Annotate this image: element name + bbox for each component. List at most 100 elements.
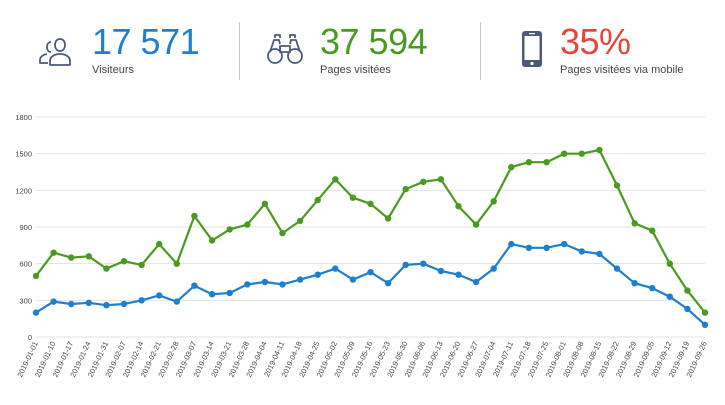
data-point: [261, 200, 269, 207]
data-point: [578, 248, 585, 255]
data-point: [138, 261, 145, 269]
data-point: [613, 182, 621, 189]
chart-series: [32, 146, 709, 328]
data-point: [472, 278, 480, 286]
kpi-page-views-value: 37 594: [320, 21, 428, 62]
data-point: [384, 215, 392, 222]
data-point: [420, 178, 427, 185]
data-point: [296, 217, 304, 225]
data-point: [701, 309, 709, 316]
data-point: [525, 159, 533, 166]
data-point: [103, 265, 110, 272]
data-point: [244, 221, 251, 228]
data-point: [332, 265, 339, 272]
data-point: [296, 276, 304, 283]
kpi-row: 17 571 Visiteurs 37 594 Pages visitées: [0, 0, 725, 95]
data-point: [437, 176, 445, 183]
data-point: [613, 265, 621, 272]
data-point: [279, 281, 286, 288]
data-point: [596, 146, 603, 154]
data-point: [103, 302, 110, 309]
y-tick-label: 300: [19, 296, 32, 305]
data-point: [649, 227, 656, 234]
data-point: [490, 265, 497, 272]
data-point: [684, 305, 691, 313]
data-point: [191, 282, 198, 289]
data-point: [261, 278, 269, 286]
data-point: [32, 272, 40, 280]
data-point: [191, 212, 198, 220]
y-tick-label: 1200: [15, 186, 32, 195]
data-point: [173, 260, 180, 267]
data-point: [508, 163, 515, 171]
data-point: [525, 244, 533, 251]
data-point: [684, 287, 691, 294]
data-point: [508, 240, 515, 248]
data-point: [314, 196, 321, 204]
data-point: [543, 159, 550, 166]
chart-gridlines: [36, 116, 705, 338]
data-point: [455, 203, 462, 210]
data-point: [666, 293, 673, 300]
data-point: [367, 200, 374, 207]
y-tick-label: 1500: [15, 150, 32, 159]
data-point: [32, 309, 40, 316]
data-point: [631, 280, 638, 287]
data-point: [420, 260, 427, 267]
data-point: [314, 271, 321, 278]
data-point: [402, 185, 409, 193]
data-point: [208, 291, 216, 298]
series-line: [35, 148, 706, 314]
users-icon: [39, 38, 71, 66]
visits-line-chart: 0 300 600 900 1200 1500 1800 2019-01-012019-01…: [15, 113, 709, 379]
data-point: [156, 292, 163, 299]
binoculars-icon: [267, 34, 303, 64]
data-point: [367, 269, 374, 276]
data-point: [561, 240, 568, 248]
data-point: [156, 240, 163, 248]
kpi-page-views: 37 594 Pages visitées: [264, 18, 464, 80]
data-point: [561, 150, 568, 157]
data-point: [402, 261, 409, 269]
kpi-divider-1: [239, 22, 240, 80]
kpi-mobile-share-value: 35%: [560, 21, 631, 62]
data-point: [85, 253, 93, 260]
data-point: [490, 198, 497, 205]
data-point: [384, 280, 392, 287]
mobile-phone-icon: [522, 31, 542, 67]
data-point: [437, 267, 445, 275]
data-point: [50, 249, 57, 256]
series-line: [35, 243, 706, 326]
data-point: [120, 300, 128, 308]
data-point: [701, 321, 709, 328]
kpi-mobile-share: 35% Pages visitées via mobile: [512, 18, 712, 80]
x-axis-ticks: 2019-01-012019-01-102019-01-172019-01-24…: [15, 340, 708, 379]
data-point: [279, 229, 286, 237]
data-point: [68, 300, 75, 308]
data-point: [649, 284, 656, 292]
y-axis-ticks: 0 300 600 900 1200 1500 1800: [15, 113, 32, 342]
kpi-visitors-label: Visiteurs: [92, 64, 134, 76]
kpi-visitors-value: 17 571: [92, 21, 200, 62]
data-point: [455, 271, 462, 278]
y-tick-label: 0: [28, 333, 32, 342]
data-point: [50, 298, 57, 305]
kpi-visitors: 17 571 Visiteurs: [36, 18, 226, 80]
y-tick-label: 600: [19, 260, 32, 269]
data-point: [120, 258, 128, 265]
series-1: [32, 240, 709, 328]
data-point: [596, 250, 603, 258]
data-point: [244, 281, 251, 288]
data-point: [349, 194, 357, 201]
data-point: [68, 254, 75, 261]
data-point: [472, 221, 480, 228]
data-point: [226, 226, 233, 233]
data-point: [208, 237, 216, 244]
data-point: [578, 150, 585, 157]
data-point: [226, 289, 233, 297]
data-point: [85, 299, 93, 306]
kpi-divider-2: [480, 22, 481, 80]
data-point: [349, 276, 357, 283]
data-point: [138, 297, 145, 304]
y-tick-label: 900: [19, 223, 32, 232]
